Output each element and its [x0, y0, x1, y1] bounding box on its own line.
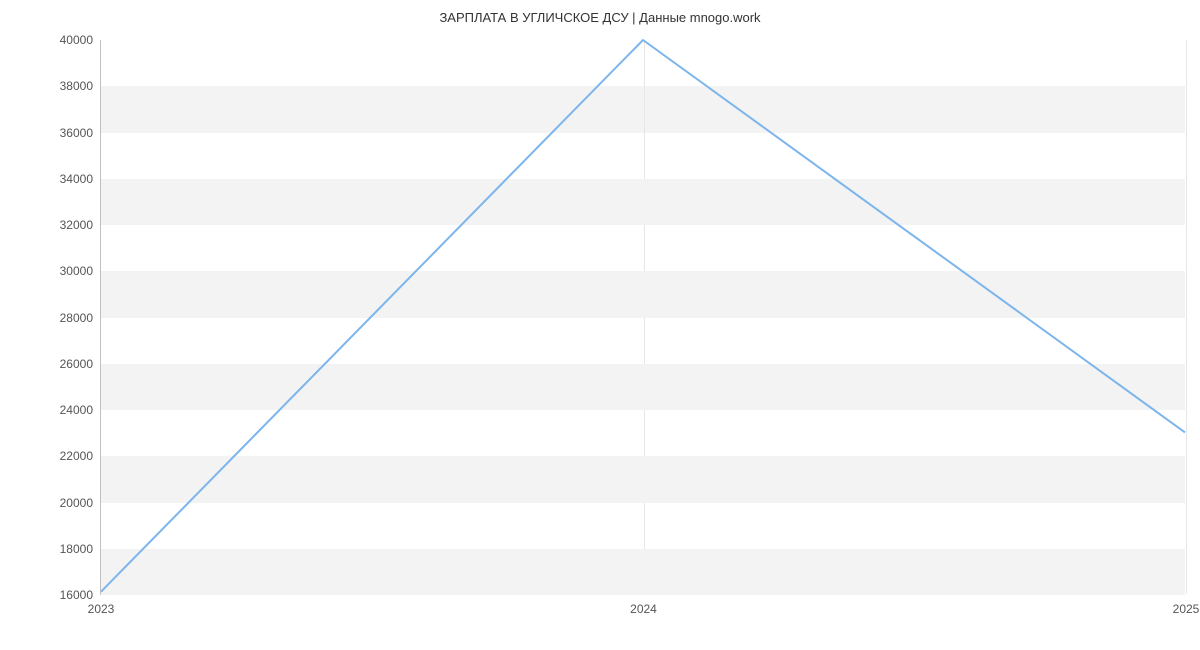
line-series-svg	[101, 40, 1185, 594]
y-tick-label: 22000	[60, 449, 93, 463]
y-tick-label: 20000	[60, 496, 93, 510]
y-tick-label: 40000	[60, 33, 93, 47]
series-line	[101, 40, 1185, 592]
y-tick-label: 34000	[60, 172, 93, 186]
chart-title: ЗАРПЛАТА В УГЛИЧСКОЕ ДСУ | Данные mnogo.…	[0, 0, 1200, 25]
y-tick-label: 36000	[60, 126, 93, 140]
y-tick-label: 18000	[60, 542, 93, 556]
plot-box: 1600018000200002200024000260002800030000…	[100, 40, 1185, 595]
x-gridline	[1186, 40, 1187, 594]
x-tick-label: 2023	[88, 602, 115, 616]
y-tick-label: 32000	[60, 218, 93, 232]
y-tick-label: 28000	[60, 311, 93, 325]
x-tick-label: 2025	[1173, 602, 1200, 616]
y-tick-label: 24000	[60, 403, 93, 417]
chart-plot-area: 1600018000200002200024000260002800030000…	[100, 40, 1185, 595]
y-tick-label: 26000	[60, 357, 93, 371]
y-tick-label: 16000	[60, 588, 93, 602]
y-tick-label: 38000	[60, 79, 93, 93]
x-tick-label: 2024	[630, 602, 657, 616]
y-tick-label: 30000	[60, 264, 93, 278]
